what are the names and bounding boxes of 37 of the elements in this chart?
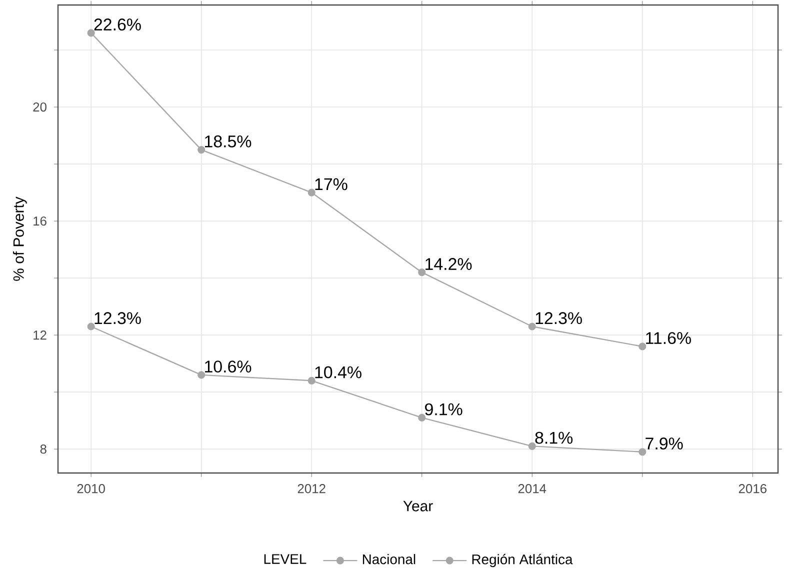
data-label: 7.9% (646, 438, 683, 450)
legend-label: Nacional (362, 554, 416, 564)
x-tick-label: 2016 (738, 484, 766, 494)
data-label: 9.1% (425, 403, 462, 416)
data-label: 11.6% (646, 332, 691, 344)
data-label: 10.6% (205, 360, 252, 373)
data-label: 14.2% (426, 258, 472, 270)
point (87, 29, 95, 37)
point (638, 448, 646, 456)
point (528, 442, 536, 450)
point (418, 268, 426, 276)
x-tick-label: 2010 (77, 484, 105, 494)
x-axis-title: Year (403, 500, 433, 512)
x-tick-label: 2014 (518, 484, 546, 494)
y-tick-label: 16 (34, 216, 46, 226)
legend-label: Región Atlántica (472, 554, 573, 568)
x-tick-label: 2012 (298, 484, 326, 494)
point (528, 322, 536, 330)
point (87, 322, 95, 330)
y-tick-label: 8 (40, 444, 46, 454)
data-label: 10.4% (315, 366, 362, 378)
data-label: 12.3% (536, 312, 582, 324)
point (308, 188, 316, 196)
y-tick-label: 12 (34, 330, 46, 340)
y-axis-title: % of Poverty (12, 196, 27, 281)
point (198, 371, 206, 379)
legend-title: LEVEL (264, 554, 306, 564)
data-label: 18.5% (205, 135, 252, 148)
data-label: 22.6% (94, 18, 141, 31)
data-label: 8.1% (535, 432, 573, 444)
point (308, 376, 316, 384)
data-label: 12.3% (94, 312, 141, 324)
y-tick-label: 20 (33, 102, 46, 112)
point (638, 342, 646, 350)
point (198, 146, 206, 154)
point (418, 414, 426, 422)
data-label: 17% (315, 178, 348, 190)
